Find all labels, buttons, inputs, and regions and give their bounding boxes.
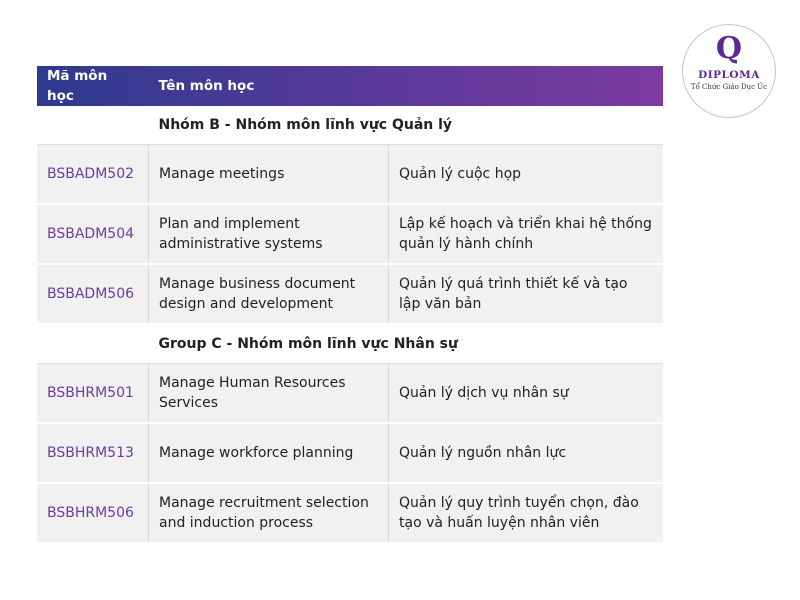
table-header: Mã môn học Tên môn học bbox=[37, 66, 663, 106]
course-name-en: Manage business document design and deve… bbox=[148, 264, 389, 325]
header-code: Mã môn học bbox=[47, 68, 108, 104]
logo-mark: Q bbox=[715, 31, 743, 66]
course-name-en: Manage Human Resources Services bbox=[148, 363, 389, 424]
diploma-logo: Q DIPLOMA Tổ Chức Giáo Dục Úc bbox=[682, 24, 776, 118]
table-row: BSBADM506 Manage business document desig… bbox=[37, 264, 663, 325]
course-name-vi: Quản lý quy trình tuyển chọn, đào tạo và… bbox=[388, 483, 663, 544]
group-row: Nhóm B - Nhóm môn lĩnh vực Quản lý bbox=[37, 106, 663, 145]
group-row: Group C - Nhóm môn lĩnh vực Nhân sự bbox=[37, 324, 663, 364]
logo-name: DIPLOMA bbox=[698, 69, 760, 81]
group-title: Group C - Nhóm môn lĩnh vực Nhân sự bbox=[148, 324, 663, 364]
course-name-vi: Quản lý nguồn nhân lực bbox=[388, 423, 663, 484]
table-row: BSBADM504 Plan and implement administrat… bbox=[37, 204, 663, 265]
logo-subtitle: Tổ Chức Giáo Dục Úc bbox=[690, 83, 768, 91]
course-name-en: Manage meetings bbox=[148, 144, 389, 205]
course-code: BSBADM506 bbox=[37, 264, 149, 325]
header-name: Tên môn học bbox=[158, 78, 255, 94]
course-code: BSBADM504 bbox=[37, 204, 149, 265]
table-row: BSBHRM506 Manage recruitment selection a… bbox=[37, 483, 663, 544]
table-row: BSBHRM501 Manage Human Resources Service… bbox=[37, 363, 663, 424]
course-code: BSBHRM513 bbox=[37, 423, 149, 484]
course-code: BSBADM502 bbox=[37, 144, 149, 205]
group-title: Nhóm B - Nhóm môn lĩnh vực Quản lý bbox=[148, 106, 663, 145]
course-name-vi: Lập kế hoạch và triển khai hệ thống quản… bbox=[388, 204, 663, 265]
course-name-en: Plan and implement administrative system… bbox=[148, 204, 389, 265]
course-name-vi: Quản lý dịch vụ nhân sự bbox=[388, 363, 663, 424]
course-name-vi: Quản lý cuộc họp bbox=[388, 144, 663, 205]
course-name-vi: Quản lý quá trình thiết kế và tạo lập vă… bbox=[388, 264, 663, 325]
table-row: BSBHRM513 Manage workforce planning Quản… bbox=[37, 423, 663, 484]
course-table: Mã môn học Tên môn học Nhóm B - Nhóm môn… bbox=[37, 66, 663, 544]
course-code: BSBHRM506 bbox=[37, 483, 149, 544]
course-name-en: Manage workforce planning bbox=[148, 423, 389, 484]
course-name-en: Manage recruitment selection and inducti… bbox=[148, 483, 389, 544]
table-row: BSBADM502 Manage meetings Quản lý cuộc h… bbox=[37, 144, 663, 205]
course-code: BSBHRM501 bbox=[37, 363, 149, 424]
